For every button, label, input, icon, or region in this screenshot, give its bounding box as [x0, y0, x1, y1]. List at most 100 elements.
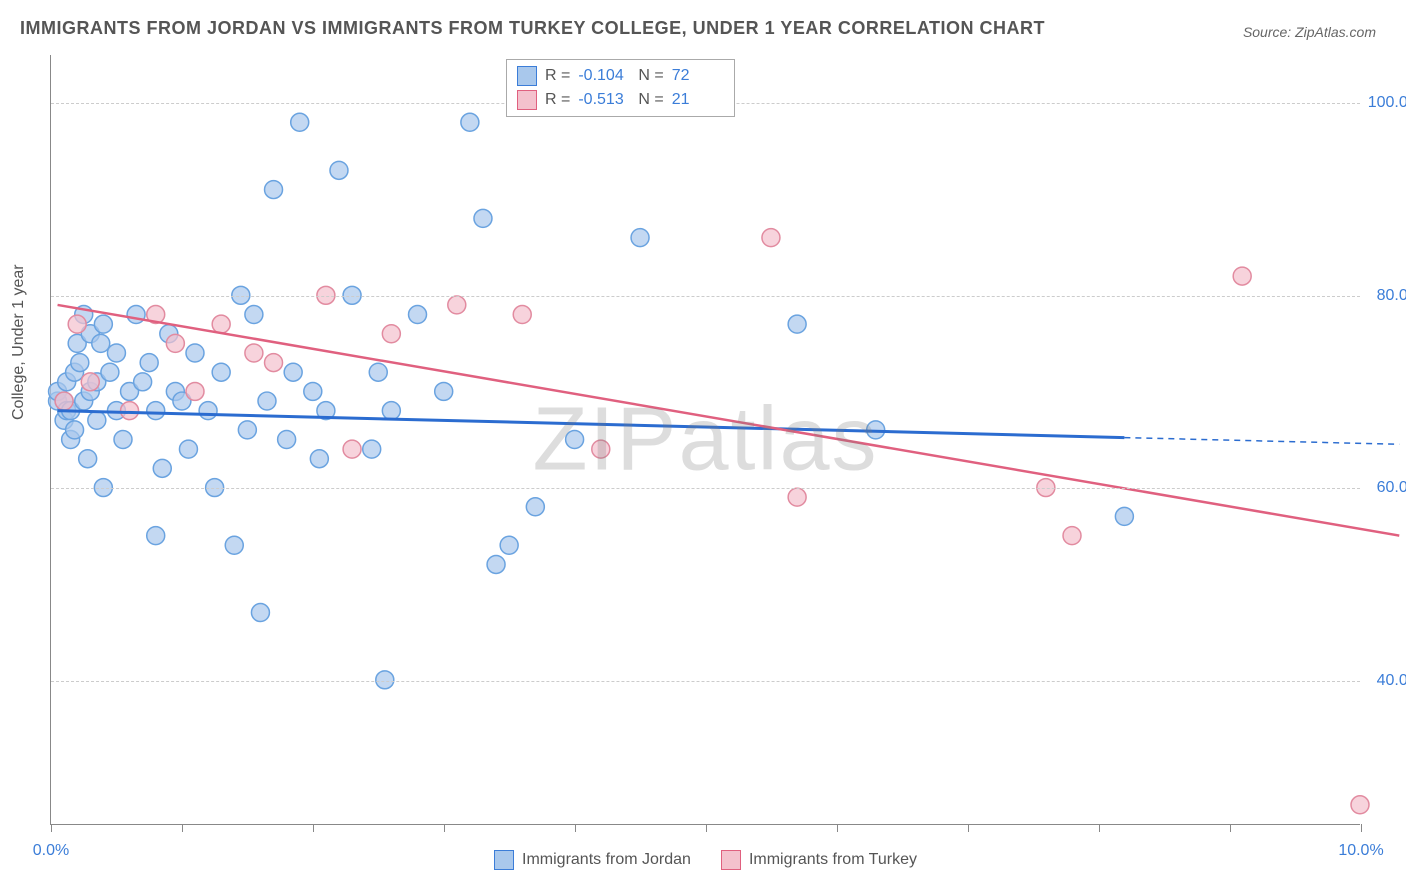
data-point: [788, 488, 806, 506]
data-point: [592, 440, 610, 458]
data-point: [461, 113, 479, 131]
data-point: [265, 354, 283, 372]
data-point: [448, 296, 466, 314]
x-tick: [837, 824, 838, 832]
trend-line-extrapolation: [1124, 438, 1399, 445]
data-point: [330, 161, 348, 179]
data-point: [245, 306, 263, 324]
data-point: [186, 382, 204, 400]
legend-row: R =-0.104N =72: [517, 64, 724, 88]
legend-item: Immigrants from Jordan: [494, 850, 691, 870]
data-point: [179, 440, 197, 458]
data-point: [212, 315, 230, 333]
data-point: [474, 209, 492, 227]
source-label: Source: ZipAtlas.com: [1243, 24, 1376, 40]
legend-swatch: [721, 850, 741, 870]
data-point: [762, 229, 780, 247]
data-point: [114, 431, 132, 449]
x-tick: [1099, 824, 1100, 832]
data-point: [631, 229, 649, 247]
data-point: [88, 411, 106, 429]
data-point: [513, 306, 531, 324]
chart-title: IMMIGRANTS FROM JORDAN VS IMMIGRANTS FRO…: [20, 18, 1045, 39]
data-point: [55, 392, 73, 410]
y-tick-label: 60.0%: [1377, 479, 1406, 497]
r-value: -0.513: [578, 91, 630, 109]
data-point: [251, 604, 269, 622]
n-label: N =: [638, 91, 663, 109]
y-tick-label: 100.0%: [1368, 94, 1406, 112]
data-point: [153, 459, 171, 477]
data-point: [238, 421, 256, 439]
data-point: [134, 373, 152, 391]
data-point: [304, 382, 322, 400]
data-point: [92, 334, 110, 352]
legend-row: R = -0.513 N = 21: [517, 88, 724, 112]
data-point: [66, 421, 84, 439]
data-point: [186, 344, 204, 362]
legend-correlation: R =-0.104N =72R =-0.513N =21: [506, 59, 735, 117]
x-tick-label: 0.0%: [33, 842, 69, 860]
data-point: [265, 181, 283, 199]
n-value: 21: [672, 91, 724, 109]
legend-label: Immigrants from Turkey: [749, 851, 917, 869]
data-point: [68, 315, 86, 333]
data-point: [147, 402, 165, 420]
x-tick: [968, 824, 969, 832]
data-point: [147, 527, 165, 545]
data-point: [788, 315, 806, 333]
data-point: [369, 363, 387, 381]
x-tick: [182, 824, 183, 832]
data-point: [343, 440, 361, 458]
data-point: [127, 306, 145, 324]
data-point: [166, 334, 184, 352]
legend-swatch: [517, 90, 537, 110]
data-point: [81, 373, 99, 391]
y-axis-label: College, Under 1 year: [10, 264, 28, 420]
legend-swatch: [517, 66, 537, 86]
x-tick: [706, 824, 707, 832]
y-tick-label: 80.0%: [1377, 287, 1406, 305]
chart-area: ZIPatlas R =-0.104N =72R =-0.513N =21 Im…: [50, 55, 1360, 825]
y-tick-label: 40.0%: [1377, 672, 1406, 690]
legend-series: Immigrants from Jordan Immigrants from Tu…: [51, 850, 1360, 870]
r-label: R =: [545, 67, 570, 85]
n-value: 72: [672, 67, 724, 85]
data-point: [435, 382, 453, 400]
data-point: [487, 555, 505, 573]
x-tick: [51, 824, 52, 832]
data-point: [363, 440, 381, 458]
data-point: [526, 498, 544, 516]
legend-item: Immigrants from Turkey: [721, 850, 917, 870]
data-point: [212, 363, 230, 381]
data-point: [382, 325, 400, 343]
data-point: [121, 402, 139, 420]
x-tick: [1361, 824, 1362, 832]
legend-swatch: [494, 850, 514, 870]
data-point: [1063, 527, 1081, 545]
data-point: [1115, 507, 1133, 525]
data-point: [101, 363, 119, 381]
r-label: R =: [545, 91, 570, 109]
legend-label: Immigrants from Jordan: [522, 851, 691, 869]
gridline: [51, 681, 1360, 682]
data-point: [284, 363, 302, 381]
data-point: [1351, 796, 1369, 814]
data-point: [1233, 267, 1251, 285]
data-point: [140, 354, 158, 372]
data-point: [107, 344, 125, 362]
data-point: [71, 354, 89, 372]
x-tick: [313, 824, 314, 832]
x-tick: [1230, 824, 1231, 832]
data-point: [310, 450, 328, 468]
x-tick: [575, 824, 576, 832]
data-point: [566, 431, 584, 449]
data-point: [382, 402, 400, 420]
data-point: [79, 450, 97, 468]
trend-line: [58, 305, 1400, 536]
data-point: [245, 344, 263, 362]
x-tick: [444, 824, 445, 832]
data-point: [199, 402, 217, 420]
data-point: [225, 536, 243, 554]
gridline: [51, 488, 1360, 489]
